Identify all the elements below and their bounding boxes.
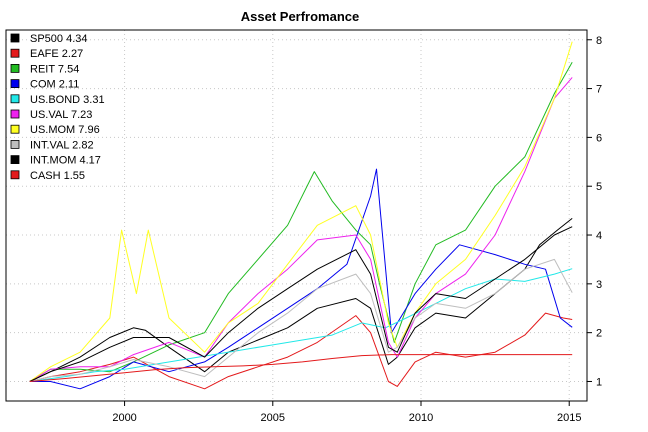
y-tick-label: 8: [596, 35, 602, 47]
legend-swatch: [10, 109, 20, 119]
legend-swatch: [10, 79, 20, 88]
legend-swatch: [10, 48, 20, 58]
legend-swatch: [10, 64, 20, 73]
legend-label: SP500 4.34: [30, 33, 88, 45]
legend-label: EAFE 2.27: [30, 48, 83, 60]
legend: SP500 4.34 EAFE 2.27 REIT 7.54 COM 2.11 US.B…: [10, 33, 105, 182]
series-line-us-bond: [29, 268, 573, 382]
series-line-eafe: [29, 312, 573, 390]
legend-swatch: [10, 170, 20, 180]
legend-label: US.VAL 7.23: [30, 109, 92, 121]
y-tick-label: 6: [596, 132, 602, 144]
series-line-cash: [29, 354, 573, 382]
legend-label: US.MOM 7.96: [30, 124, 100, 136]
series-line-us-mom: [29, 41, 573, 382]
y-tick-label: 4: [596, 230, 602, 242]
legend-label: CASH 1.55: [30, 170, 85, 182]
y-tick-label: 5: [596, 181, 602, 193]
grid-lines: [6, 30, 587, 401]
y-tick-label: 2: [596, 328, 602, 340]
series-line-com: [29, 168, 573, 390]
legend-swatch: [10, 139, 20, 149]
series-line-us-val: [29, 77, 573, 382]
legend-swatch: [10, 155, 20, 165]
series-line-reit: [29, 61, 573, 382]
x-tick-label: 2000: [112, 412, 136, 424]
legend-swatch: [10, 94, 20, 104]
series-lines: [29, 41, 573, 390]
x-tick-label: 2005: [261, 412, 285, 424]
x-tick-label: 2010: [409, 412, 433, 424]
legend-swatch: [10, 124, 20, 134]
series-line-int-mom: [29, 226, 573, 382]
legend-swatch: [10, 33, 20, 43]
chart-title: Asset Perfromance: [241, 9, 360, 24]
y-tick-label: 3: [596, 279, 602, 291]
legend-label: INT.MOM 4.17: [30, 155, 101, 167]
series-line-int-val: [29, 258, 573, 382]
x-tick-label: 2015: [557, 412, 581, 424]
y-tick-label: 7: [596, 84, 602, 96]
legend-label: US.BOND 3.31: [30, 94, 105, 106]
axes: 2000 2005 2010 2015 1 2 3 4 5 6 7 8: [112, 35, 602, 424]
legend-label: INT.VAL 2.82: [30, 139, 94, 151]
legend-label: REIT 7.54: [30, 63, 79, 75]
plot-frame: [5, 29, 588, 402]
legend-label: COM 2.11: [30, 79, 79, 91]
y-tick-label: 1: [596, 376, 602, 388]
